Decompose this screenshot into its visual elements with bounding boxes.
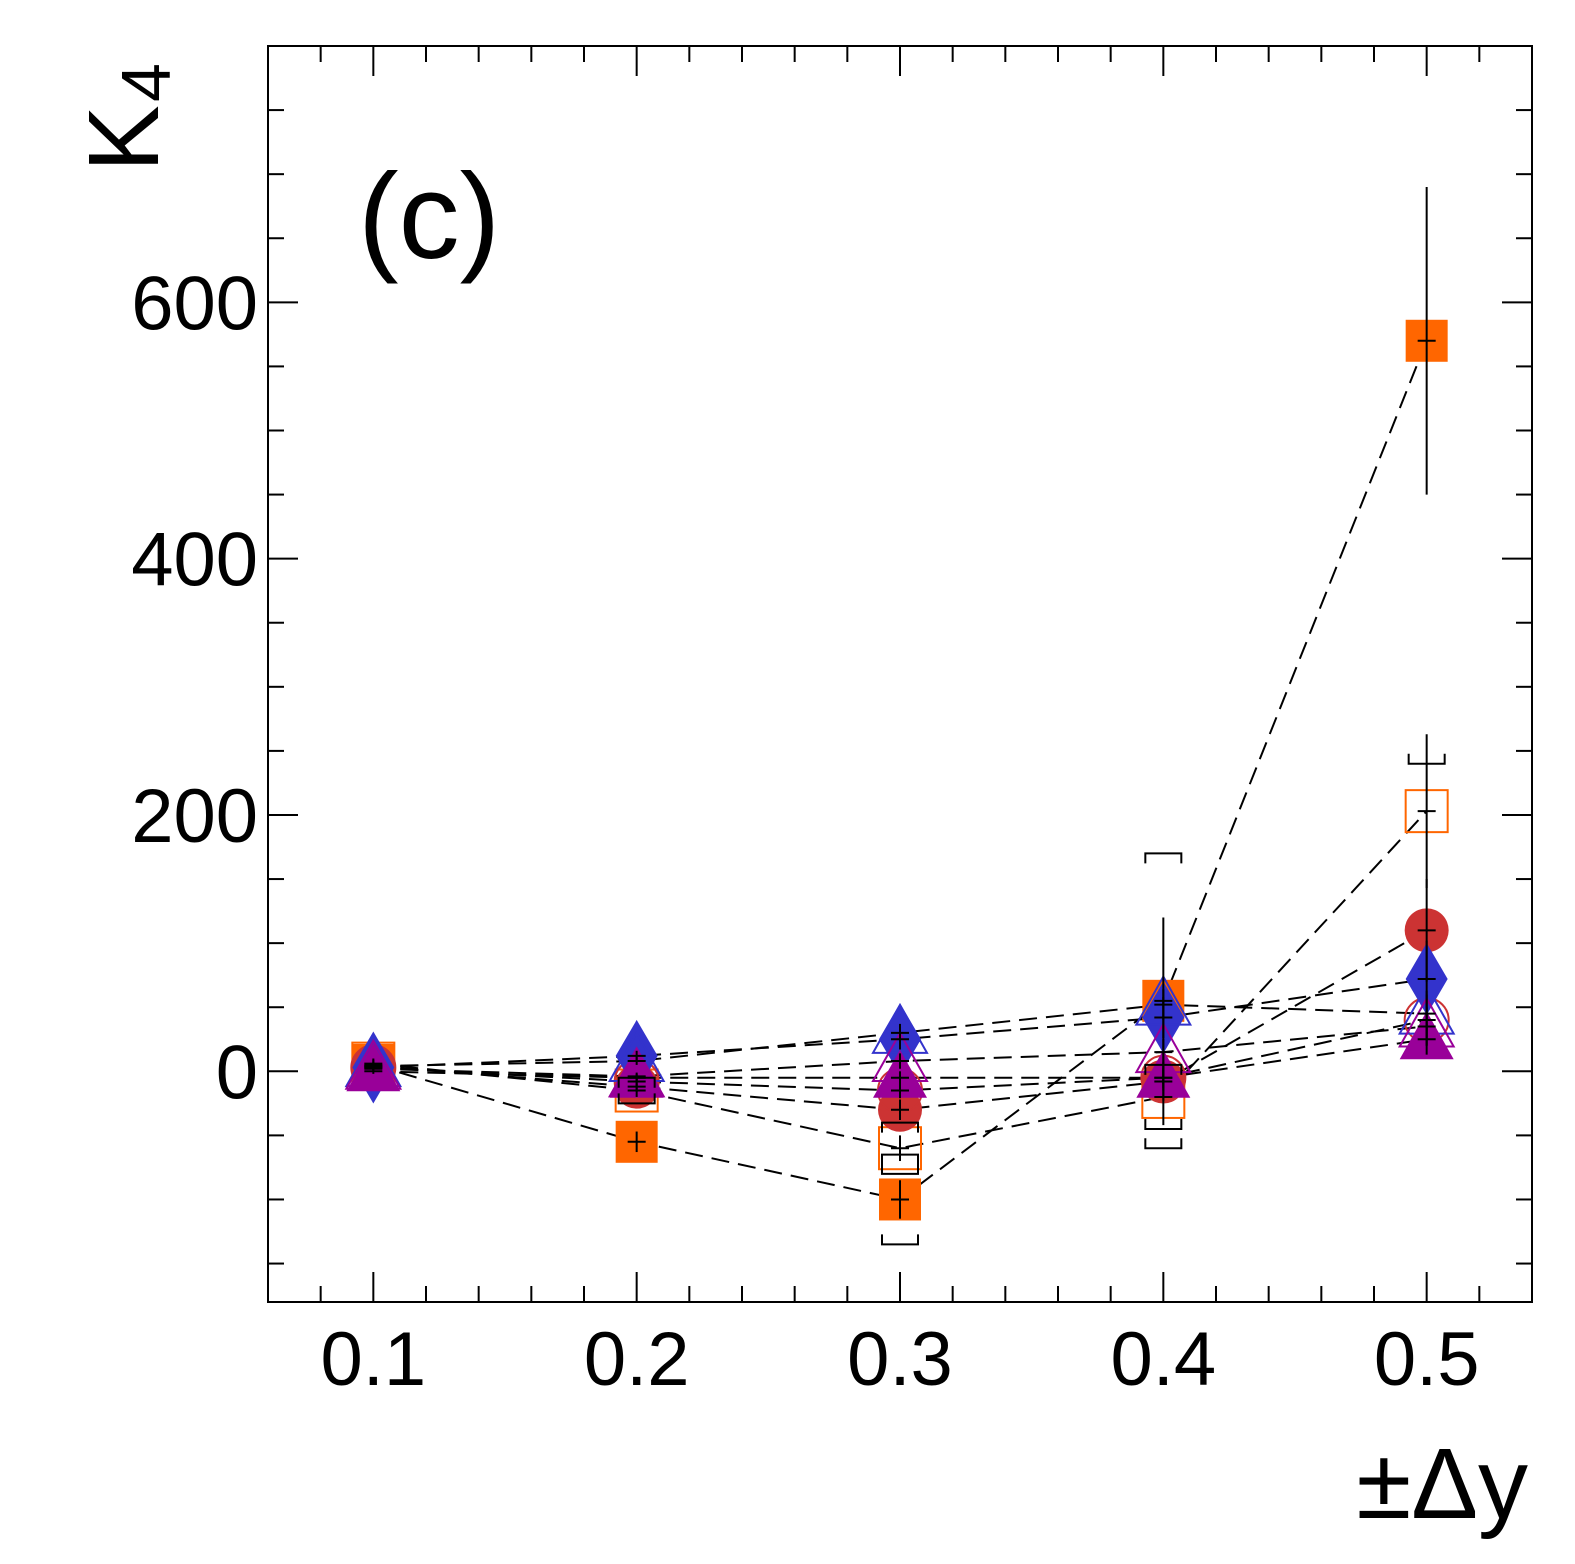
y-axis-title-main: K bbox=[68, 105, 180, 172]
y-tick-label: 0 bbox=[216, 1030, 258, 1115]
y-tick-label: 600 bbox=[131, 261, 258, 346]
x-axis-title: ±Δy bbox=[1356, 1428, 1528, 1540]
systematic-bracket bbox=[1144, 1138, 1183, 1150]
x-tick-label: 0.1 bbox=[321, 1317, 427, 1402]
systematic-bracket bbox=[617, 1093, 656, 1105]
y-tick-label: 200 bbox=[131, 774, 258, 859]
series-line bbox=[373, 810, 1428, 1150]
x-tick-label: 0.3 bbox=[847, 1317, 953, 1402]
y-axis-title-subscript: 4 bbox=[107, 63, 185, 102]
labels-layer: (c) ±Δy K 4 0.1 0.2 0.3 0.4 0.5 0 200 400 600 bbox=[68, 63, 1528, 1540]
systematic-bracket bbox=[1144, 1118, 1183, 1130]
x-tick-label: 0.5 bbox=[1374, 1317, 1480, 1402]
systematic-bracket bbox=[1144, 852, 1183, 864]
systematic-bracket bbox=[881, 1234, 919, 1246]
panel-label: (c) bbox=[358, 148, 500, 284]
y-tick-label: 400 bbox=[131, 518, 258, 603]
x-tick-label: 0.4 bbox=[1111, 1317, 1217, 1402]
axis-ticks-layer bbox=[267, 46, 1533, 1302]
y-axis-title: K 4 bbox=[68, 63, 185, 172]
systematic-bracket bbox=[881, 1121, 919, 1133]
error-bars-layer bbox=[364, 186, 1446, 1246]
systematic-bracket bbox=[881, 1163, 919, 1175]
x-tick-label: 0.2 bbox=[584, 1317, 690, 1402]
